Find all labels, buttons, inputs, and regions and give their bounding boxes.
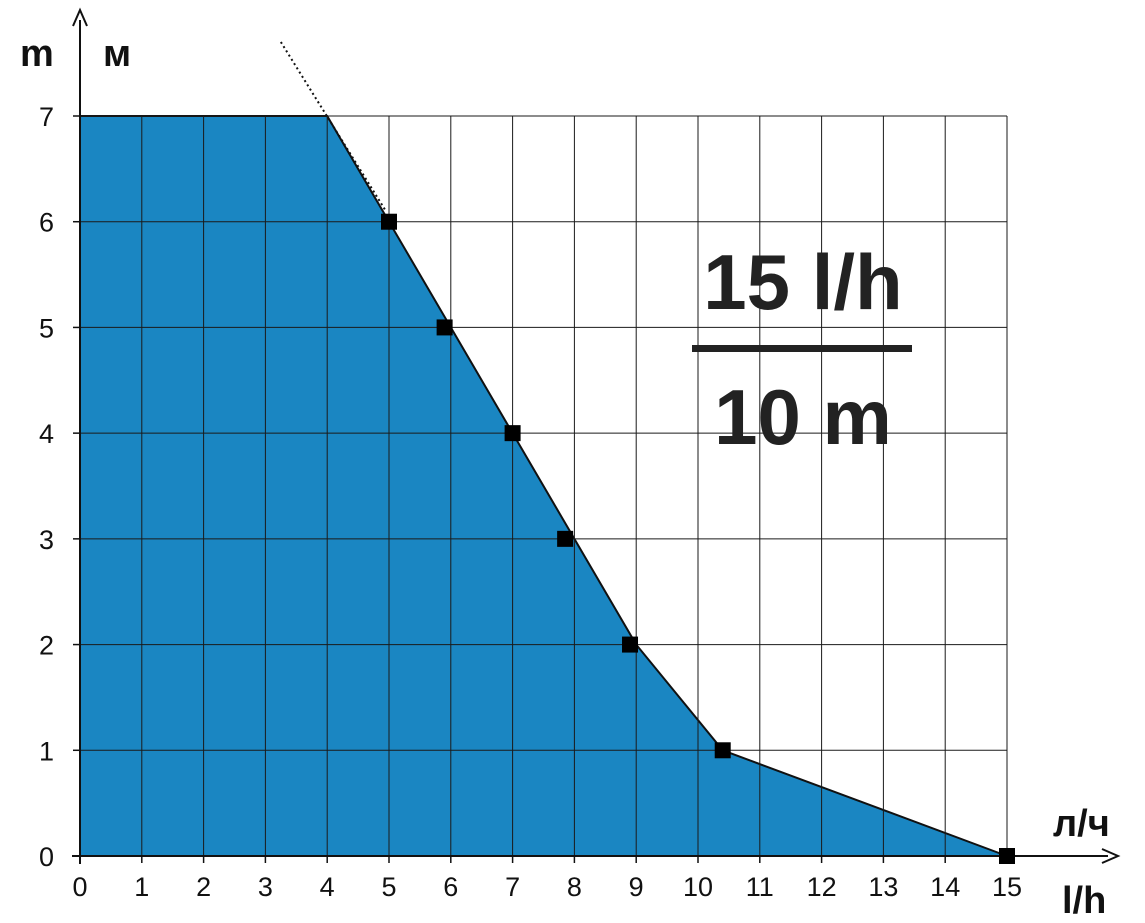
x-tick-label: 7 <box>505 872 520 902</box>
x-tick-label: 1 <box>134 872 149 902</box>
y-tick-label: 7 <box>39 102 54 132</box>
data-markers <box>381 213 1015 864</box>
x-unit-label-latin: l/h <box>1062 880 1106 922</box>
x-tick-label: 4 <box>320 872 335 902</box>
data-marker <box>381 213 397 230</box>
y-tick-label: 1 <box>39 736 54 766</box>
y-tick-label: 3 <box>39 525 54 555</box>
data-marker <box>557 530 574 547</box>
data-marker <box>714 742 731 759</box>
y-tick-label: 2 <box>39 631 54 661</box>
x-unit-label-cyrillic: л/ч <box>1053 803 1110 845</box>
y-tick-label: 5 <box>39 313 54 343</box>
axes <box>72 7 1121 864</box>
y-tick-label: 4 <box>39 419 54 449</box>
y-unit-label-latin: m <box>20 33 54 75</box>
x-tick-label: 13 <box>868 872 898 902</box>
x-tick-label: 14 <box>930 872 960 902</box>
data-marker <box>504 425 521 442</box>
x-tick-labels: 0 1 2 3 4 5 6 7 8 9 10 11 12 13 14 15 <box>72 872 1022 902</box>
data-marker <box>999 848 1015 864</box>
x-tick-label: 15 <box>992 872 1022 902</box>
x-tick-label: 6 <box>443 872 458 902</box>
x-tick-label: 9 <box>629 872 644 902</box>
x-tick-label: 12 <box>807 872 837 902</box>
y-tick-label: 6 <box>39 208 54 238</box>
x-tick-label: 2 <box>196 872 211 902</box>
y-tick-labels: 0 1 2 3 4 5 6 7 <box>39 102 54 872</box>
x-tick-label: 10 <box>683 872 713 902</box>
grid-lines <box>80 115 1008 856</box>
annotation-head: 10 m <box>714 373 892 461</box>
annotation-flow: 15 l/h <box>703 238 902 326</box>
y-axis-arrow <box>72 7 88 27</box>
x-tick-label: 5 <box>381 872 396 902</box>
annotation-divider <box>692 345 912 352</box>
x-axis-arrow <box>1101 848 1121 864</box>
x-tick-label: 11 <box>746 872 774 902</box>
dotted-extension-line <box>280 41 387 212</box>
y-unit-label-cyrillic: м <box>103 33 131 75</box>
x-tick-label: 0 <box>72 872 87 902</box>
data-marker <box>622 636 639 653</box>
y-tick-label: 0 <box>39 842 54 872</box>
x-tick-label: 8 <box>567 872 582 902</box>
x-tick-label: 3 <box>258 872 273 902</box>
data-marker <box>436 319 453 336</box>
